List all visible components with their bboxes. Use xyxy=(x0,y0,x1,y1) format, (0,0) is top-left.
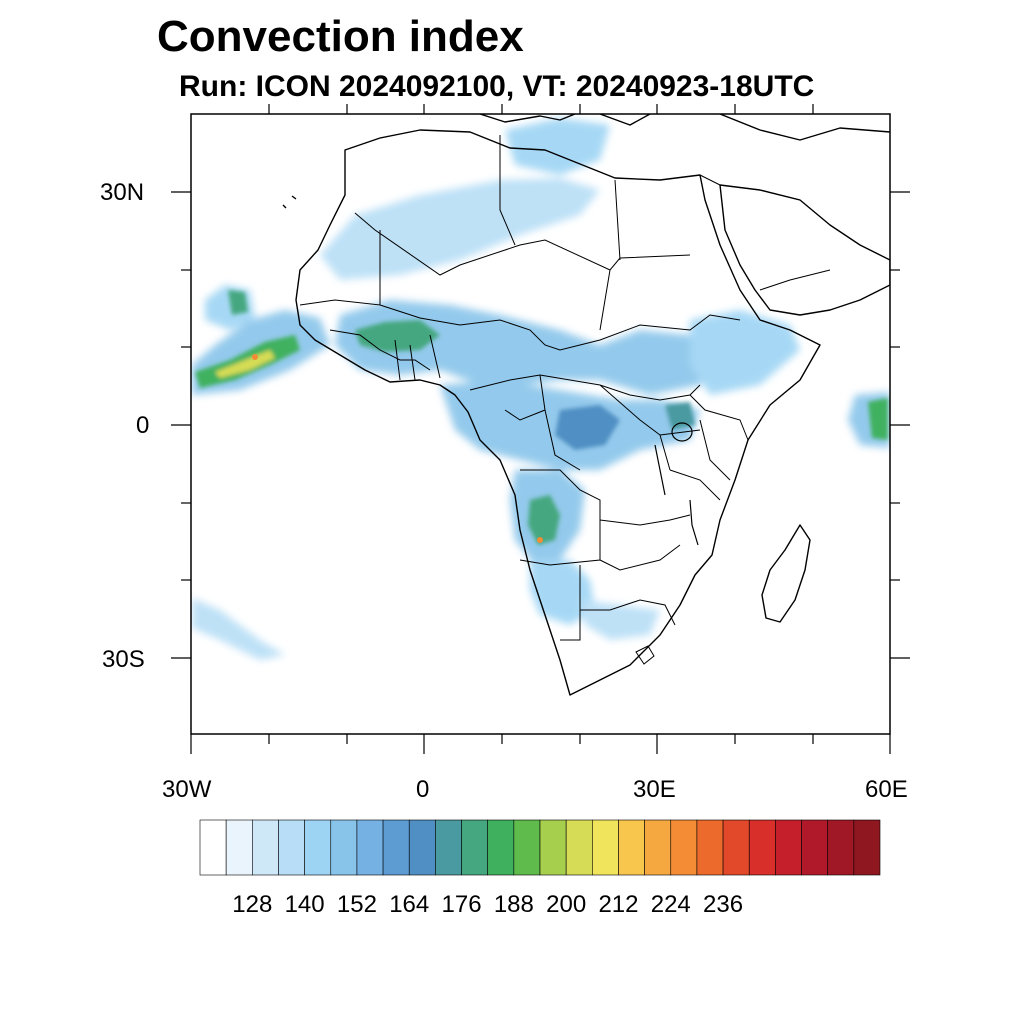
lon-label-30w: 30W xyxy=(162,776,212,803)
colorbar-swatch xyxy=(199,819,227,876)
axis-ticks xyxy=(171,104,910,754)
chart-subtitle: Run: ICON 2024092100, VT: 20240923-18UTC xyxy=(179,70,815,103)
colorbar-swatch xyxy=(330,819,358,876)
lon-label-0: 0 xyxy=(416,776,430,803)
colorbar-swatch xyxy=(252,819,279,876)
convection-area-south-atlantic xyxy=(192,598,285,660)
coastline-arabia xyxy=(719,184,890,316)
convection-core-angola xyxy=(528,495,560,545)
convection-area-sahara xyxy=(320,178,600,280)
convection-area-ethiopia xyxy=(690,310,800,395)
border-east-africa xyxy=(659,394,749,501)
lat-label-0: 0 xyxy=(136,412,150,439)
border-central-africa xyxy=(469,374,701,471)
colorbar-swatch xyxy=(696,819,724,876)
colorbar-swatch xyxy=(304,819,332,876)
colorbar-swatch xyxy=(278,819,305,876)
convection-core-west-africa xyxy=(355,320,440,352)
colorbar-tick-label: 164 xyxy=(389,891,429,918)
colorbar-swatch xyxy=(435,819,462,876)
colorbar-swatch xyxy=(225,819,253,876)
colorbar-swatch xyxy=(539,819,567,876)
colorbar-tick-label: 224 xyxy=(651,891,691,918)
colorbar-swatch xyxy=(853,819,881,876)
coastlines xyxy=(282,114,890,696)
colorbar: 128 140 152 164 176 188 200 212 224 236 xyxy=(199,819,881,918)
convection-core-east-africa xyxy=(665,402,695,430)
border-north-africa xyxy=(354,135,691,331)
border-west-africa xyxy=(329,329,441,381)
colorbar-swatch xyxy=(618,819,645,876)
colorbar-swatch xyxy=(801,819,828,876)
colorbar-tick-label: 140 xyxy=(285,891,325,918)
convection-area-south-africa xyxy=(580,600,660,640)
colorbar-swatch xyxy=(775,819,802,876)
colorbar-swatch xyxy=(670,819,698,876)
colorbar-tick-label: 152 xyxy=(337,891,377,918)
lon-label-30e: 30E xyxy=(633,776,676,803)
colorbar-tick-label: 188 xyxy=(494,891,534,918)
convection-core-cape-verde xyxy=(228,290,248,315)
colorbar-tick-label: 176 xyxy=(442,891,482,918)
colorbar-tick-label: 212 xyxy=(598,891,638,918)
colorbar-swatch xyxy=(382,819,410,876)
convection-field xyxy=(192,118,890,660)
colorbar-swatch xyxy=(644,819,672,876)
lake-tanganyika xyxy=(654,444,666,496)
colorbar-swatch xyxy=(487,819,515,876)
colorbar-swatch xyxy=(565,819,593,876)
convection-area-west-africa xyxy=(335,300,720,395)
border-southern-africa xyxy=(519,469,691,641)
colorbar-tick-label: 128 xyxy=(232,891,272,918)
colorbar-swatch xyxy=(748,819,776,876)
colorbar-swatch xyxy=(461,819,488,876)
colorbar-tick-label: 200 xyxy=(546,891,586,918)
colorbar-swatch xyxy=(408,819,436,876)
convection-area-mediterranean xyxy=(505,118,610,175)
coastline-madeira-canaries xyxy=(282,195,297,209)
map-frame xyxy=(190,113,891,735)
lon-label-60e: 60E xyxy=(865,776,908,803)
colorbar-swatch xyxy=(722,819,750,876)
lat-label-30n: 30N xyxy=(100,179,145,206)
border-lesotho xyxy=(635,645,655,665)
country-borders xyxy=(299,135,831,665)
lat-label-30s: 30S xyxy=(102,646,145,673)
convection-core-congo xyxy=(555,405,620,450)
colorbar-swatch xyxy=(513,819,541,876)
convection-core-indian-ocean xyxy=(868,398,888,440)
lake-victoria xyxy=(671,422,693,442)
border-sahel xyxy=(299,230,741,351)
convection-core-atlantic-peak xyxy=(215,350,275,378)
coastline-madagascar xyxy=(761,524,811,623)
lake-malawi xyxy=(689,499,699,546)
convection-peak-angola xyxy=(537,537,543,543)
lakes xyxy=(654,422,699,546)
convection-area-namibia xyxy=(530,560,595,625)
colorbar-swatch xyxy=(592,819,619,876)
coastline-africa xyxy=(295,129,821,696)
colorbar-tick-label: 236 xyxy=(703,891,743,918)
chart-title: Convection index xyxy=(157,12,524,61)
coastline-europe xyxy=(479,114,890,141)
colorbar-swatch xyxy=(356,819,384,876)
border-arabia xyxy=(699,174,831,291)
colorbar-swatch xyxy=(827,819,855,876)
convection-peak-atlantic xyxy=(252,354,258,360)
